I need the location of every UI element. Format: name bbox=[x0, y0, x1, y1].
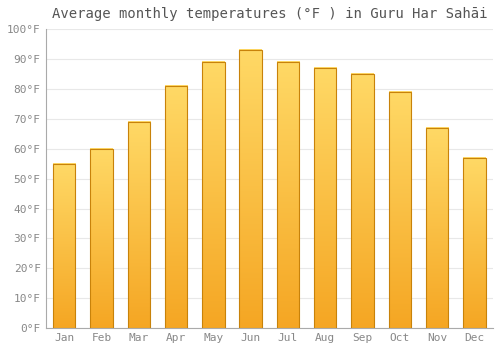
Bar bbox=[463, 158, 485, 328]
Bar bbox=[90, 149, 112, 328]
Bar bbox=[277, 62, 299, 328]
Bar bbox=[426, 128, 448, 328]
Bar bbox=[165, 86, 188, 328]
Bar bbox=[240, 50, 262, 328]
Bar bbox=[352, 74, 374, 328]
Bar bbox=[128, 122, 150, 328]
Bar bbox=[314, 68, 336, 328]
Bar bbox=[388, 92, 411, 328]
Bar bbox=[202, 62, 224, 328]
Title: Average monthly temperatures (°F ) in Guru Har Sahāi: Average monthly temperatures (°F ) in Gu… bbox=[52, 7, 487, 21]
Bar bbox=[53, 164, 76, 328]
